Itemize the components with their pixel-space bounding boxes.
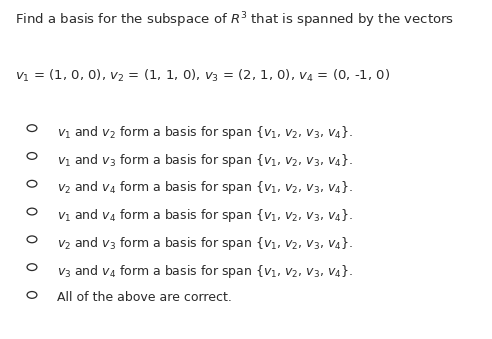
Text: $v_1$ and $v_2$ form a basis for span {$v_1$, $v_2$, $v_3$, $v_4$}.: $v_1$ and $v_2$ form a basis for span {$… (57, 124, 352, 141)
Text: $v_1$ = (1, 0, 0), $v_2$ = (1, 1, 0), $v_3$ = (2, 1, 0), $v_4$ = (0, -1, 0): $v_1$ = (1, 0, 0), $v_2$ = (1, 1, 0), $v… (15, 68, 390, 84)
Text: $v_2$ and $v_3$ form a basis for span {$v_1$, $v_2$, $v_3$, $v_4$}.: $v_2$ and $v_3$ form a basis for span {$… (57, 235, 352, 252)
Text: $v_1$ and $v_3$ form a basis for span {$v_1$, $v_2$, $v_3$, $v_4$}.: $v_1$ and $v_3$ form a basis for span {$… (57, 152, 352, 168)
Text: $v_3$ and $v_4$ form a basis for span {$v_1$, $v_2$, $v_3$, $v_4$}.: $v_3$ and $v_4$ form a basis for span {$… (57, 263, 352, 280)
Text: $v_2$ and $v_4$ form a basis for span {$v_1$, $v_2$, $v_3$, $v_4$}.: $v_2$ and $v_4$ form a basis for span {$… (57, 179, 352, 196)
Text: $v_1$ and $v_4$ form a basis for span {$v_1$, $v_2$, $v_3$, $v_4$}.: $v_1$ and $v_4$ form a basis for span {$… (57, 207, 352, 224)
Text: All of the above are correct.: All of the above are correct. (57, 291, 231, 303)
Text: Find a basis for the subspace of $R^3$ that is spanned by the vectors: Find a basis for the subspace of $R^3$ t… (15, 10, 454, 30)
